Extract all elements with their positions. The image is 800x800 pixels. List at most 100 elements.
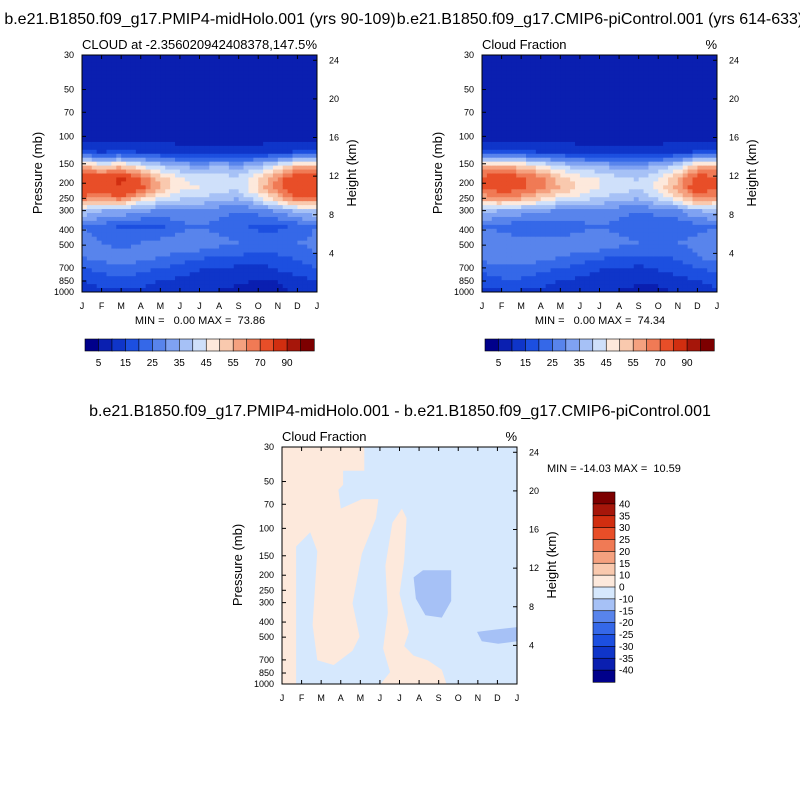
contour-cell: [530, 110, 537, 115]
contour-cell: [570, 55, 576, 60]
contour-cell: [238, 252, 245, 258]
contour-cell: [248, 165, 254, 171]
contour-cell: [530, 201, 537, 206]
contour-cell: [506, 98, 512, 103]
contour-cell: [599, 82, 605, 88]
contour-cell: [540, 232, 547, 238]
contour-cell: [145, 272, 152, 277]
contour-cell: [307, 55, 313, 60]
contour-cell: [555, 169, 561, 175]
contour-cell: [482, 280, 488, 285]
contour-cell: [530, 220, 537, 226]
contour-cell: [277, 177, 284, 182]
contour-cell: [312, 126, 317, 131]
contour-cell: [111, 122, 117, 127]
contour-cell: [312, 288, 317, 292]
contour-cell: [496, 55, 503, 60]
contour-cell: [101, 288, 108, 292]
contour-cell: [575, 284, 581, 289]
contour-cell: [219, 94, 225, 100]
contour-cell: [292, 280, 299, 285]
contour-cell: [204, 236, 210, 242]
contour-cell: [312, 213, 317, 218]
contour-cell: [199, 236, 205, 242]
contour-cell: [609, 181, 615, 186]
contour-cell: [565, 224, 571, 230]
contour-cell: [170, 268, 176, 273]
contour-cell: [609, 224, 615, 230]
contour-cell: [599, 209, 605, 214]
contour-cell: [199, 134, 205, 139]
contour-cell: [165, 288, 171, 292]
contour-cell: [175, 228, 181, 234]
contour-cell: [516, 110, 522, 115]
contour-cell: [219, 177, 225, 182]
contour-cell: [491, 122, 498, 127]
contour-cell: [302, 126, 308, 131]
contour-cell: [506, 118, 512, 123]
contour-cell: [511, 134, 517, 139]
contour-cell: [253, 130, 259, 135]
contour-cell: [628, 137, 635, 143]
contour-cell: [184, 244, 191, 250]
contour-cell: [184, 110, 191, 115]
contour-cell: [170, 82, 176, 88]
contour-cell: [482, 256, 488, 261]
contour-cell: [223, 149, 230, 155]
contour-cell: [609, 244, 615, 250]
contour-cell: [516, 181, 522, 186]
contour-cell: [638, 145, 645, 151]
contour-cell: [272, 288, 279, 292]
contour-cell: [165, 58, 171, 64]
contour-cell: [130, 280, 137, 285]
contour-cell: [589, 189, 596, 194]
contour-cell: [199, 70, 205, 76]
contour-cell: [179, 66, 186, 72]
contour-cell: [565, 66, 571, 72]
contour-cell: [155, 264, 161, 269]
contour-cell: [179, 122, 186, 127]
contour-cell: [248, 78, 254, 84]
contour-cell: [179, 145, 186, 151]
contour-cell: [614, 86, 620, 92]
contour-cell: [126, 94, 132, 100]
contour-cell: [482, 70, 488, 76]
contour-cell: [223, 209, 230, 214]
contour-cell: [526, 145, 532, 151]
contour-cell: [248, 205, 254, 210]
contour-cell: [204, 149, 210, 155]
contour-cell: [175, 177, 181, 182]
contour-cell: [628, 216, 635, 222]
contour-cell: [302, 228, 308, 234]
contour-cell: [292, 149, 299, 155]
contour-cell: [491, 126, 498, 131]
contour-cell: [628, 205, 635, 210]
contour-cell: [599, 55, 605, 60]
contour-cell: [214, 58, 220, 64]
contour-cell: [307, 252, 313, 258]
contour-cell: [209, 62, 215, 68]
contour-cell: [199, 106, 205, 111]
contour-cell: [584, 236, 591, 242]
contour-cell: [594, 224, 601, 230]
contour-cell: [604, 145, 610, 151]
contour-cell: [253, 193, 259, 198]
contour-cell: [116, 224, 122, 230]
contour-cell: [160, 228, 166, 234]
contour-cell: [312, 122, 317, 127]
contour-cell: [204, 248, 210, 254]
contour-cell: [145, 106, 152, 111]
contour-cell: [491, 90, 498, 96]
contour-cell: [560, 216, 566, 222]
contour-cell: [248, 86, 254, 92]
contour-cell: [609, 193, 615, 198]
contour-cell: [560, 102, 566, 107]
contour-cell: [282, 264, 289, 269]
contour-cell: [482, 130, 488, 135]
contour-cell: [184, 98, 191, 103]
contour-cell: [243, 110, 250, 115]
contour-cell: [628, 58, 635, 64]
contour-cell: [619, 98, 625, 103]
contour-cell: [238, 185, 245, 190]
contour-cell: [545, 240, 552, 246]
